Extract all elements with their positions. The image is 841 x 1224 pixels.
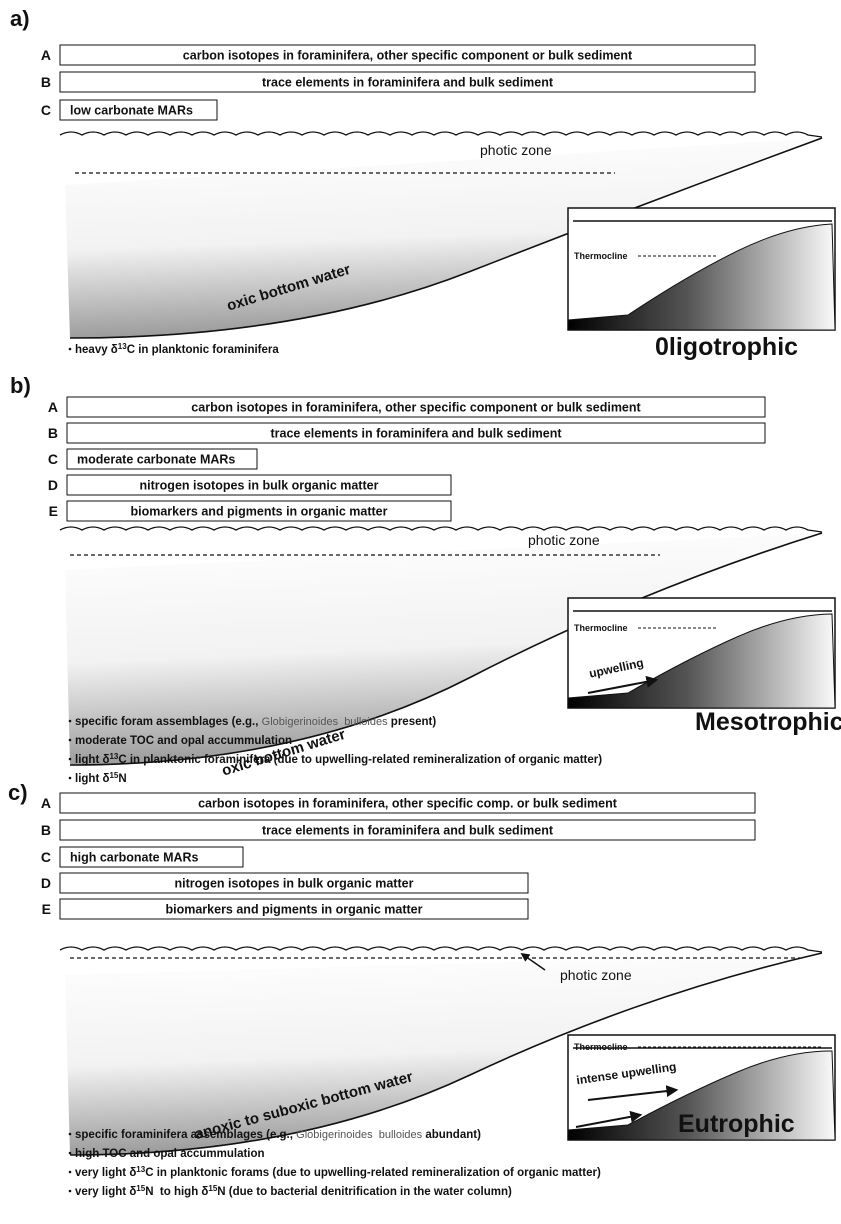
row-letter: B [41, 822, 51, 838]
thermocline-label: Thermocline [574, 623, 628, 633]
trophic-state: Eutrophic [678, 1110, 795, 1138]
photic-zone-label: photic zone [560, 967, 632, 983]
note-bullet [69, 720, 72, 723]
note: high TOC and opal accummulation [75, 1148, 265, 1160]
row-text: carbon isotopes in foraminifera, other s… [198, 797, 618, 811]
sea-surface [60, 947, 822, 952]
note-segment: very light δ [75, 1167, 136, 1179]
row-letter: A [48, 399, 58, 415]
note-segment: very light δ [75, 1186, 136, 1198]
row-text: low carbonate MARs [70, 104, 193, 118]
row-letter: C [48, 451, 58, 467]
photic-zone-label: photic zone [480, 142, 552, 158]
note-bullet [69, 777, 72, 780]
note: very light δ13C in planktonic forams (du… [75, 1165, 601, 1180]
note-segment: Globigerinoides bulloides [262, 716, 388, 728]
note-segment: specific foraminifera assemblages (e.g., [75, 1129, 296, 1141]
note-segment: high TOC and opal accummulation [75, 1148, 265, 1160]
row-text: biomarkers and pigments in organic matte… [165, 903, 422, 917]
note-bullet [69, 348, 72, 351]
thermocline-label: Thermocline [574, 251, 628, 261]
row-text: trace elements in foraminifera and bulk … [270, 427, 562, 441]
note: light δ13C in planktonic foraminifera (d… [75, 752, 602, 767]
note: specific foraminifera assemblages (e.g.,… [75, 1129, 481, 1141]
note-segment: N (due to bacterial denitrification in t… [217, 1186, 512, 1198]
row-letter: D [41, 875, 51, 891]
figure: a) Acarbon isotopes in foraminifera, othe… [0, 0, 841, 1224]
note-segment: light δ [75, 754, 109, 766]
row-text: nitrogen isotopes in bulk organic matter [140, 479, 379, 493]
sea-surface [60, 132, 822, 137]
note-bullet [69, 1190, 72, 1193]
note-segment: specific foram assemblages (e.g., [75, 716, 262, 728]
note-segment: moderate TOC and opal accummulation [75, 735, 292, 747]
note-segment: C in planktonic foraminifera (due to upw… [118, 754, 602, 766]
note: specific foram assemblages (e.g., Globig… [75, 716, 436, 728]
note-segment: N [118, 773, 126, 785]
row-text: nitrogen isotopes in bulk organic matter [175, 877, 414, 891]
row-text: trace elements in foraminifera and bulk … [262, 76, 554, 90]
panel-label: b) [10, 373, 31, 398]
row-letter: C [41, 102, 51, 118]
row-letter: C [41, 849, 51, 865]
note-bullet [69, 1171, 72, 1174]
row-text: carbon isotopes in foraminifera, other s… [191, 401, 641, 415]
note-segment: Globigerinoides bulloides [296, 1129, 422, 1141]
page: a) Acarbon isotopes in foraminifera, othe… [0, 0, 841, 1224]
trophic-state: 0ligotrophic [655, 333, 798, 361]
sea-surface [60, 527, 822, 532]
note: very light δ15N to high δ15N (due to bac… [75, 1184, 512, 1199]
row-letter: B [41, 74, 51, 90]
panel-label: a) [10, 6, 30, 31]
note-segment: present) [388, 716, 437, 728]
row-letter: E [42, 901, 51, 917]
note: heavy δ13C in planktonic foraminifera [75, 342, 279, 357]
row-text: moderate carbonate MARs [77, 453, 235, 467]
row-letter: A [41, 795, 51, 811]
note: light δ15N [75, 771, 127, 786]
trophic-state: Mesotrophic [695, 708, 841, 736]
row-letter: B [48, 425, 58, 441]
thermocline-label: Thermocline [574, 1042, 628, 1052]
row-text: trace elements in foraminifera and bulk … [262, 824, 554, 838]
note-segment: C in planktonic forams (due to upwelling… [145, 1167, 601, 1179]
note-segment: light δ [75, 773, 109, 785]
note-bullet [69, 1133, 72, 1136]
note-segment: abundant) [422, 1129, 481, 1141]
row-letter: A [41, 47, 51, 63]
note: moderate TOC and opal accummulation [75, 735, 292, 747]
note-bullet [69, 739, 72, 742]
row-text: biomarkers and pigments in organic matte… [130, 505, 387, 519]
note-bullet [69, 1152, 72, 1155]
row-text: high carbonate MARs [70, 851, 199, 865]
note-segment: heavy δ [75, 344, 118, 356]
row-text: carbon isotopes in foraminifera, other s… [183, 49, 633, 63]
note-segment: C in planktonic foraminifera [127, 344, 280, 356]
panel-label: c) [8, 780, 28, 805]
row-letter: D [48, 477, 58, 493]
note-segment: N to high δ [145, 1186, 208, 1198]
row-letter: E [49, 503, 58, 519]
note-bullet [69, 758, 72, 761]
photic-zone-label: photic zone [528, 532, 600, 548]
